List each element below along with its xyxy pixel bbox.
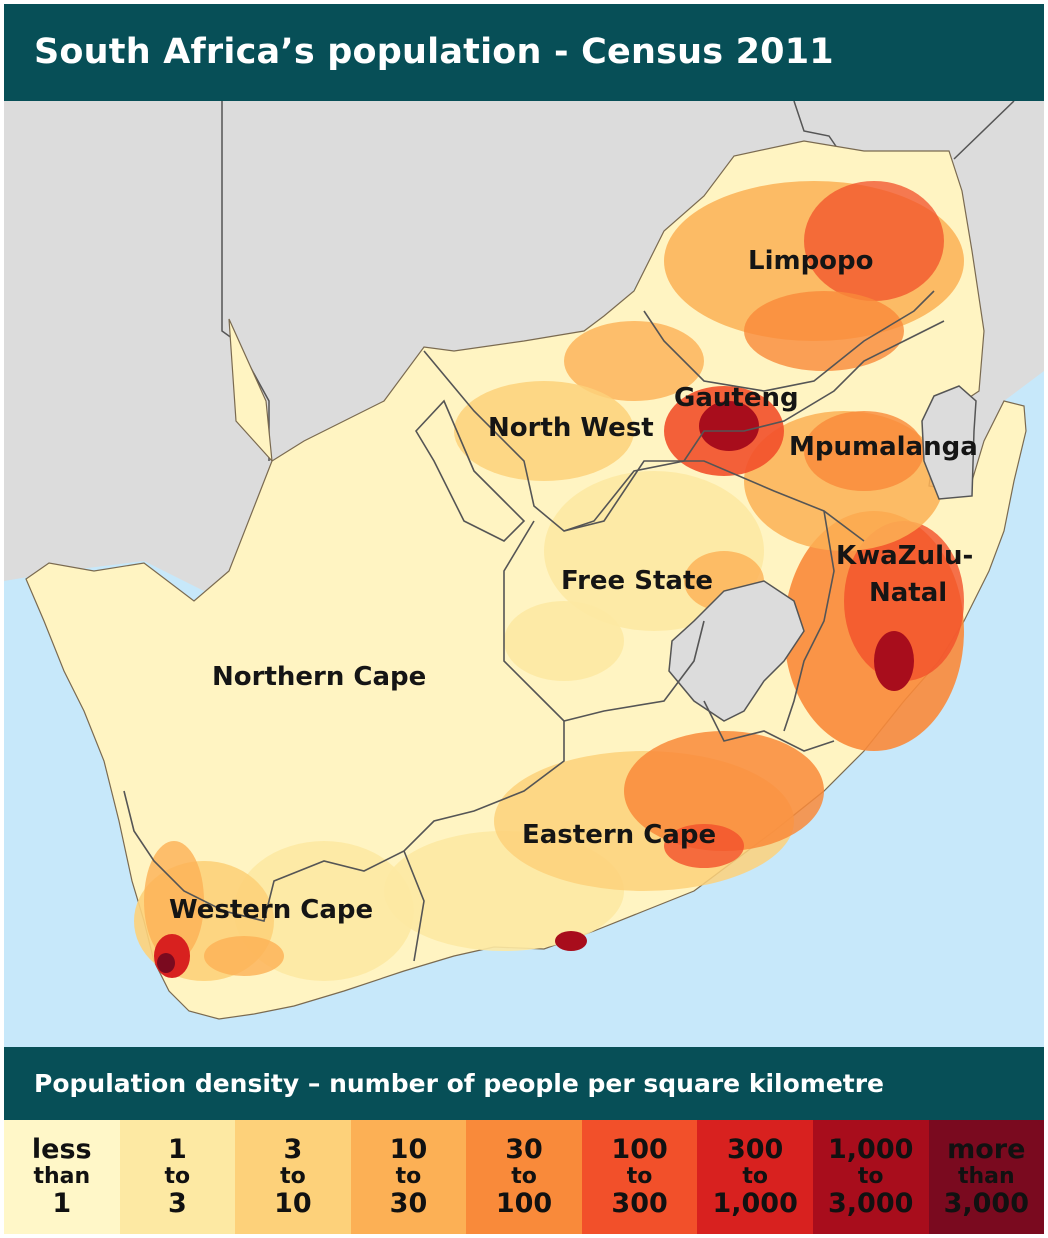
legend-class-bottom: 1: [52, 1188, 72, 1219]
legend-class-bottom: 3,000: [828, 1188, 914, 1219]
region-label-limpopo: Limpopo: [748, 246, 874, 276]
legend-class-mid: than: [33, 1164, 91, 1189]
title-bar: South Africa’s population - Census 2011: [4, 4, 1044, 101]
region-label-kwazulu-line1: KwaZulu-: [836, 541, 973, 571]
legend-class-7: 1,000 to 3,000: [812, 1120, 929, 1234]
legend-class-4: 30 to 100: [466, 1120, 582, 1234]
eswatini: [921, 385, 977, 500]
legend-class-bottom: 10: [274, 1188, 312, 1219]
legend-class-bottom: 1,000: [712, 1188, 798, 1219]
south-africa-map: Limpopo Gauteng North West Mpumalanga Kw…: [4, 101, 1044, 1047]
legend-class-bottom: 30: [389, 1188, 428, 1219]
region-label-mpumalanga: Mpumalanga: [789, 432, 978, 462]
mozambique-border: [953, 101, 1015, 160]
legend: less than 1 1 to 3 3 to 10 10 to 30 30 t…: [4, 1120, 1045, 1234]
legend-heading-bar: Population density – number of people pe…: [4, 1047, 1044, 1120]
legend-class-top: 100: [611, 1134, 668, 1165]
legend-class-mid: to: [395, 1164, 422, 1189]
legend-class-top: 300: [726, 1134, 784, 1165]
legend-class-mid: to: [511, 1164, 537, 1189]
legend-class-top: 1,000: [828, 1134, 914, 1165]
legend-class-2: 3 to 10: [235, 1120, 351, 1234]
region-label-kwazulu-line2: Natal: [869, 578, 947, 608]
legend-class-top: 3: [283, 1134, 303, 1165]
legend-class-8: more than 3,000: [928, 1120, 1045, 1234]
legend-class-mid: to: [164, 1164, 191, 1189]
legend-class-3: 10 to 30: [350, 1120, 467, 1234]
legend-class-mid: to: [626, 1164, 653, 1189]
legend-class-top: 10: [389, 1134, 428, 1165]
legend-class-1: 1 to 3: [119, 1120, 236, 1234]
legend-class-top: more: [947, 1134, 1026, 1165]
density-patches: [134, 181, 964, 981]
legend-class-5: 100 to 300: [581, 1120, 698, 1234]
region-label-north-west: North West: [488, 413, 654, 443]
map-title: South Africa’s population - Census 2011: [34, 32, 834, 72]
legend-class-mid: to: [280, 1164, 306, 1189]
lesotho: [668, 580, 805, 722]
region-label-eastern-cape: Eastern Cape: [522, 820, 716, 850]
legend-class-bottom: 3: [167, 1188, 187, 1219]
region-label-western-cape: Western Cape: [169, 895, 373, 925]
legend-class-top: 30: [505, 1134, 543, 1165]
legend-class-bottom: 300: [611, 1188, 668, 1219]
region-label-northern-cape: Northern Cape: [212, 662, 426, 692]
region-label-free-state: Free State: [561, 566, 713, 596]
legend-heading: Population density – number of people pe…: [34, 1069, 885, 1098]
region-label-gauteng: Gauteng: [674, 383, 799, 413]
legend-class-bottom: 3,000: [943, 1188, 1029, 1219]
map-area: Limpopo Gauteng North West Mpumalanga Kw…: [4, 101, 1044, 1047]
legend-class-mid: to: [857, 1164, 884, 1189]
province-borders: [123, 290, 945, 962]
legend-class-mid: than: [957, 1164, 1015, 1189]
legend-class-6: 300 to 1,000: [697, 1120, 813, 1234]
legend-class-top: less: [31, 1134, 92, 1165]
legend-class-mid: to: [742, 1164, 768, 1189]
legend-class-top: 1: [167, 1134, 187, 1165]
legend-class-bottom: 100: [495, 1188, 553, 1219]
legend-class-0: less than 1: [4, 1120, 120, 1234]
